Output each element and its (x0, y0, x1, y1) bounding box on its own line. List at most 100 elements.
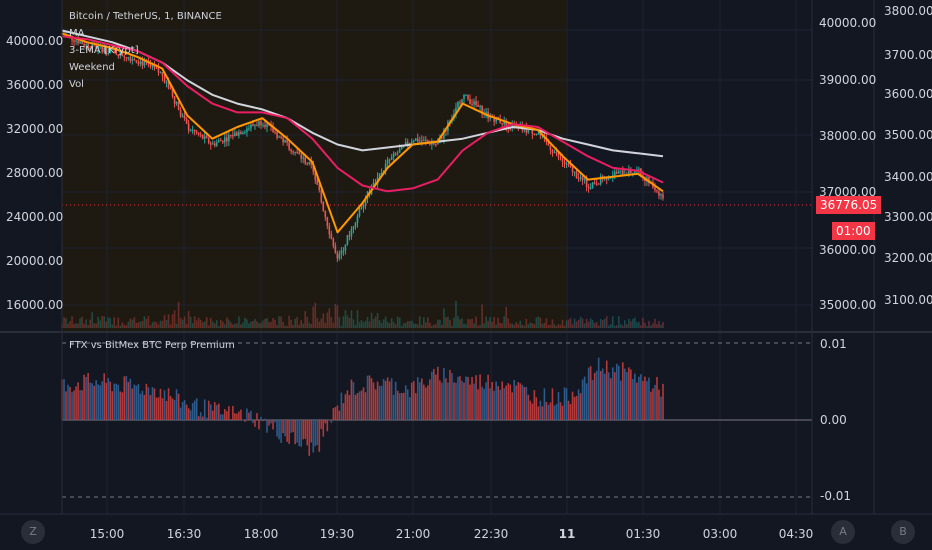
volume-bar (127, 321, 130, 328)
premium-bar (654, 384, 656, 420)
volume-bar (487, 320, 489, 328)
volume-bar (404, 322, 407, 328)
volume-bar (577, 319, 580, 328)
auto-scale-button[interactable]: A (831, 520, 855, 544)
candle-body (107, 52, 110, 54)
zoom-button[interactable]: Z (21, 520, 45, 544)
premium-legend[interactable]: FTX vs BitMex BTC Perp Premium (69, 340, 235, 351)
volume-bar (380, 323, 383, 328)
premium-bar (400, 392, 403, 420)
premium-bar (71, 392, 73, 420)
premium-bar (89, 382, 91, 420)
volume-bar (286, 325, 288, 328)
volume-bar (499, 323, 501, 328)
premium-bar (75, 386, 77, 420)
premium-bar (65, 391, 67, 420)
volume-bar (634, 317, 636, 328)
candle-body (228, 135, 230, 142)
candle-body (354, 222, 357, 227)
volume-bar (276, 325, 278, 328)
volume-bar (320, 318, 323, 328)
candle-body (77, 40, 79, 44)
volume-bar (658, 320, 660, 328)
volume-bar (232, 324, 234, 328)
log-scale-button[interactable]: B (891, 520, 915, 544)
volume-bar (288, 315, 290, 328)
volume-bar (350, 310, 353, 328)
premium-bar (201, 416, 204, 420)
premium-bar (137, 384, 140, 420)
candle-body (314, 172, 317, 181)
volume-bar (262, 320, 264, 328)
volume-bar (123, 324, 126, 328)
premium-bar (73, 390, 75, 420)
premium-bar (435, 374, 437, 420)
premium-bar (320, 420, 323, 430)
mid-axis-tick: 40000.00 (819, 16, 877, 30)
candle-body (169, 88, 172, 90)
premium-bar (113, 383, 116, 420)
volume-bar (425, 322, 427, 328)
premium-bar (69, 387, 71, 420)
chart-legend: Bitcoin / TetherUS, 1, BINANCE MA 3-EMA … (69, 8, 222, 93)
legend-ma[interactable]: MA (69, 28, 85, 39)
volume-bar (652, 323, 654, 328)
volume-bar (511, 323, 514, 328)
candle-body (587, 187, 590, 189)
premium-bar (252, 420, 254, 423)
volume-bar (213, 323, 216, 328)
premium-bar (382, 379, 385, 420)
mid-axis-tick: 38000.00 (819, 129, 877, 143)
left-axis-tick: 16000.00 (6, 298, 64, 312)
volume-bar (545, 318, 548, 328)
volume-bar (211, 321, 214, 328)
candle-body (183, 115, 186, 119)
symbol-title[interactable]: Bitcoin / TetherUS, 1, BINANCE (69, 11, 222, 22)
ma-line-red (61, 35, 664, 193)
candle-body (171, 89, 174, 97)
candle-body (638, 168, 640, 170)
volume-bar (557, 324, 560, 328)
volume-bar (268, 322, 270, 328)
ema-line (61, 32, 664, 234)
candle-body (226, 137, 228, 142)
candle-body (658, 191, 660, 196)
volume-bar (563, 325, 566, 328)
volume-bar (459, 319, 461, 328)
candle-body (274, 131, 276, 133)
volume-bar (457, 316, 459, 328)
premium-bar (268, 420, 270, 426)
volume-bar (495, 324, 497, 328)
candle-body (123, 56, 126, 58)
premium-bar (117, 384, 120, 420)
candle-body (143, 61, 146, 66)
volume-bar (475, 316, 477, 328)
premium-bar (410, 382, 413, 420)
legend-weekend[interactable]: Weekend (69, 62, 115, 73)
time-tick: 15:00 (89, 527, 125, 541)
candle-body (266, 123, 268, 128)
candle-body (81, 41, 83, 44)
volume-bar (585, 318, 588, 328)
premium-bar (461, 380, 463, 420)
candle-body (115, 50, 118, 55)
premium-bar (105, 382, 108, 420)
volume-bar (336, 305, 339, 328)
volume-bar (555, 325, 558, 328)
candle-body (316, 180, 319, 185)
candle-body (336, 252, 339, 259)
volume-bar (238, 316, 240, 328)
legend-ema[interactable]: 3-EMA [Krypt] (69, 45, 139, 56)
premium-bar (593, 372, 596, 420)
premium-bar (228, 406, 230, 420)
volume-bar (87, 325, 89, 328)
premium-bar (451, 373, 453, 420)
volume-bar (382, 319, 385, 328)
volume-bar (296, 317, 298, 328)
premium-bar (280, 420, 282, 443)
legend-vol[interactable]: Vol (69, 79, 84, 90)
volume-bar (400, 325, 403, 328)
premium-bar (97, 384, 99, 420)
premium-bar (302, 420, 305, 440)
